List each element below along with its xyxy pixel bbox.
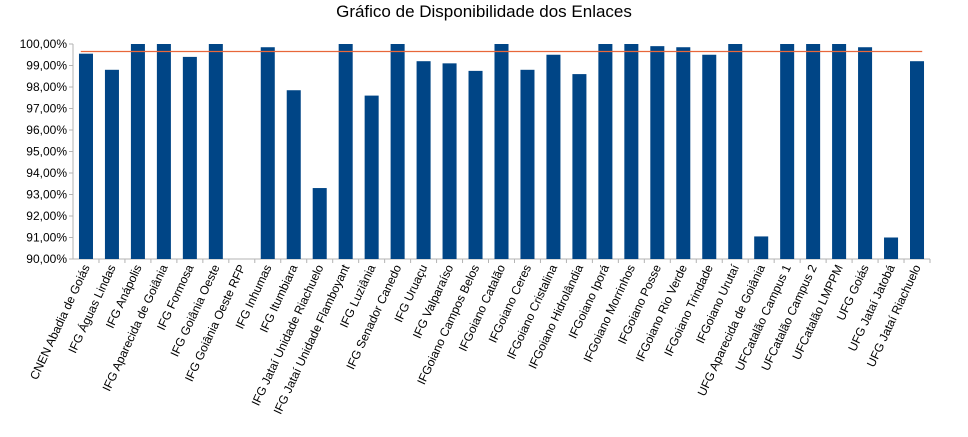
- y-tick-label: 98,00%: [26, 80, 67, 94]
- bar: [520, 69, 535, 259]
- bar: [260, 47, 275, 260]
- bar: [286, 90, 301, 259]
- bar: [416, 61, 431, 260]
- bar: [78, 53, 93, 260]
- bar: [364, 95, 379, 259]
- chart-title: Gráfico de Disponibilidade dos Enlaces: [336, 2, 632, 21]
- bar: [572, 74, 587, 259]
- bar: [390, 44, 405, 259]
- y-tick-label: 100,00%: [20, 37, 68, 51]
- y-tick-label: 97,00%: [26, 102, 67, 116]
- y-tick-label: 95,00%: [26, 145, 67, 159]
- bar: [182, 56, 197, 260]
- bar: [312, 188, 327, 259]
- bar: [780, 44, 795, 259]
- bar: [598, 44, 613, 259]
- y-tick-label: 96,00%: [26, 123, 67, 137]
- bar: [754, 236, 769, 259]
- y-tick-label: 93,00%: [26, 188, 67, 202]
- y-tick-label: 90,00%: [26, 252, 67, 266]
- bar: [546, 54, 561, 259]
- bar: [156, 44, 171, 259]
- y-tick-label: 92,00%: [26, 209, 67, 223]
- y-tick-label: 91,00%: [26, 231, 67, 245]
- bar: [884, 237, 899, 259]
- y-tick-labels: 90,00% 91,00% 92,00% 93,00% 94,00% 95,00% 96,0…: [20, 37, 68, 266]
- bar: [702, 54, 717, 259]
- bar: [468, 70, 483, 260]
- bar: [208, 44, 223, 259]
- bar: [832, 44, 847, 259]
- bar: [624, 44, 639, 259]
- bar: [910, 61, 925, 260]
- bar: [676, 47, 691, 260]
- bar: [650, 46, 665, 260]
- bar: [104, 69, 119, 259]
- bar: [442, 63, 457, 259]
- bar: [494, 44, 509, 259]
- bar: [728, 44, 743, 259]
- bar: [806, 44, 821, 259]
- y-tick-label: 94,00%: [26, 166, 67, 180]
- bar: [338, 44, 353, 259]
- bar: [130, 44, 145, 259]
- bars: [78, 44, 925, 260]
- y-tick-label: 99,00%: [26, 59, 67, 73]
- bar: [858, 47, 873, 260]
